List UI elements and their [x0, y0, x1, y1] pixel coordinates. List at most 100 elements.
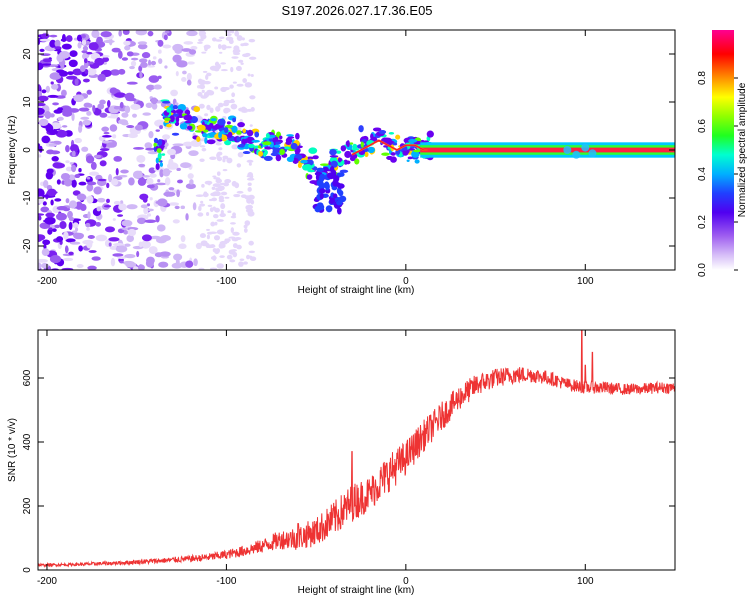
spectral-blob — [164, 65, 168, 69]
spectral-blob — [78, 245, 83, 252]
spectral-blob — [197, 212, 204, 217]
spectral-blob — [175, 71, 179, 77]
spectral-peak — [358, 125, 364, 133]
spectrogram-heatmap — [38, 30, 675, 270]
spectral-peak — [184, 120, 192, 124]
spectral-blob — [82, 45, 89, 51]
spectral-blob — [38, 102, 46, 107]
spectral-blob — [126, 204, 138, 210]
spectral-blob — [228, 30, 232, 34]
spectral-peak — [290, 142, 298, 150]
spectral-blob — [173, 253, 183, 261]
spectrogram-xtick-label: -100 — [216, 276, 236, 287]
spectral-blob — [230, 103, 238, 110]
spectral-blob — [226, 157, 233, 164]
steady-line-core — [420, 147, 675, 153]
spectral-blob — [178, 243, 187, 250]
spectrogram-xlabel: Height of straight line (km) — [298, 285, 415, 296]
spectral-blob — [81, 50, 88, 54]
spectral-peak — [318, 180, 324, 188]
spectral-blob — [140, 62, 148, 68]
spectral-peak — [217, 118, 226, 126]
spectral-blob — [180, 235, 186, 243]
spectral-blob — [42, 58, 53, 63]
colorbar-gradient — [712, 30, 734, 270]
spectral-blob — [215, 178, 222, 184]
spectral-blob — [242, 78, 248, 83]
spectral-blob — [131, 57, 139, 61]
spectral-blob — [111, 47, 121, 53]
spectral-blob — [106, 198, 110, 204]
spectral-blob — [63, 257, 74, 262]
spectral-blob — [130, 60, 137, 67]
spectral-blob — [54, 224, 61, 229]
spectral-peak — [236, 136, 241, 142]
spectral-blob — [85, 155, 95, 164]
spectral-blob — [226, 254, 233, 260]
spectral-blob — [150, 97, 158, 105]
spectral-blob — [199, 79, 205, 84]
spectral-blob — [45, 171, 54, 180]
spectral-blob — [135, 30, 148, 36]
spectral-blob — [220, 62, 226, 65]
spectral-peak — [265, 133, 270, 139]
spectral-peak — [226, 121, 231, 125]
spectral-blob — [57, 116, 64, 121]
spectral-blob — [130, 103, 141, 111]
spectral-peak — [273, 144, 281, 148]
spectral-blob — [213, 214, 219, 219]
snr-xtick-label: 0 — [403, 576, 409, 587]
spectral-blob — [75, 227, 79, 232]
spectral-blob — [109, 124, 118, 132]
spectral-blob — [56, 212, 67, 221]
spectral-blob — [97, 178, 107, 182]
spectral-blob — [146, 178, 154, 185]
spectral-blob — [45, 212, 55, 218]
spectral-blob — [68, 108, 80, 113]
spectral-blob — [65, 145, 70, 153]
spectral-peak — [183, 114, 193, 121]
spectral-peak — [325, 205, 333, 213]
spectral-blob — [229, 99, 233, 104]
spectral-blob — [222, 169, 228, 172]
spectral-peak — [172, 113, 179, 117]
spectral-blob — [93, 154, 102, 159]
spectral-blob — [137, 41, 148, 45]
spectral-peak — [295, 132, 300, 140]
spectral-peak — [336, 187, 342, 195]
snr-axes: -200 -100 0 100 0 200 400 600 — [22, 330, 675, 587]
spectral-blob — [123, 94, 133, 98]
spectral-blob — [233, 193, 241, 198]
spectral-blob — [100, 31, 112, 38]
spectral-peak — [193, 106, 201, 113]
spectral-blob — [240, 62, 244, 65]
spectral-blob — [126, 51, 134, 57]
spectral-peak — [175, 109, 184, 115]
spectral-blob — [236, 190, 244, 194]
spectral-blob — [44, 216, 56, 225]
spectral-peak — [383, 145, 388, 148]
spectral-blob — [109, 87, 118, 95]
spectral-blob — [42, 239, 51, 246]
spectral-blob — [159, 251, 171, 257]
spectral-blob — [56, 69, 65, 73]
spectral-peak — [153, 137, 159, 144]
spectral-blob — [59, 221, 67, 230]
spectral-blob — [113, 105, 121, 110]
spectral-blob — [147, 208, 154, 212]
spectral-blob — [216, 63, 222, 70]
spectral-blob — [213, 235, 221, 241]
spectral-peak — [354, 158, 360, 165]
spectral-blob — [239, 258, 245, 262]
spectral-blob — [104, 226, 116, 233]
spectral-blob — [250, 73, 254, 77]
spectral-blob — [248, 240, 254, 246]
spectral-blob — [49, 150, 61, 155]
spectral-blob — [69, 144, 79, 153]
spectral-blob — [124, 105, 131, 114]
spectral-blob — [86, 240, 93, 249]
spectral-blob — [206, 72, 212, 77]
spectral-blob — [209, 65, 218, 71]
spectral-blob — [38, 62, 44, 71]
